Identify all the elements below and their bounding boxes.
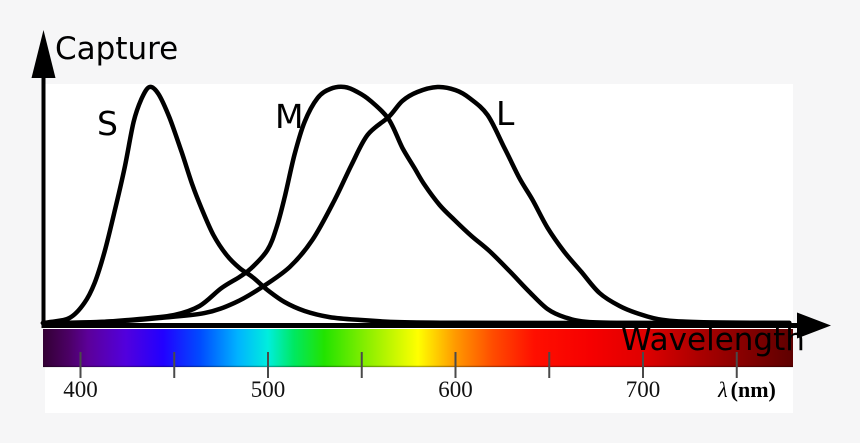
x-tick-label-600: 600 bbox=[438, 377, 473, 402]
x-axis-ticks bbox=[79, 352, 738, 378]
spectrum-bar bbox=[43, 329, 793, 367]
x-axis-arrowhead bbox=[797, 312, 831, 339]
nm-unit: (nm) bbox=[730, 377, 776, 402]
curve-L bbox=[40, 84, 792, 326]
lambda-symbol: λ bbox=[718, 377, 728, 402]
axes bbox=[31, 30, 831, 339]
curve-S bbox=[40, 84, 792, 326]
x-tick-label-400: 400 bbox=[63, 377, 98, 402]
x-tick-label-700: 700 bbox=[625, 377, 661, 402]
series-label-m: M bbox=[275, 97, 304, 136]
x-axis-unit-label: λ (nm) bbox=[718, 379, 776, 401]
curve-M bbox=[40, 84, 792, 326]
y-axis-arrowhead bbox=[31, 30, 56, 78]
x-axis-label: Wavelength bbox=[621, 322, 805, 358]
series-label-l: L bbox=[496, 94, 515, 133]
cone-response-curves bbox=[40, 84, 792, 326]
series-label-s: S bbox=[97, 104, 118, 143]
y-axis-label: Capture bbox=[55, 31, 179, 67]
x-tick-label-500: 500 bbox=[250, 377, 286, 402]
